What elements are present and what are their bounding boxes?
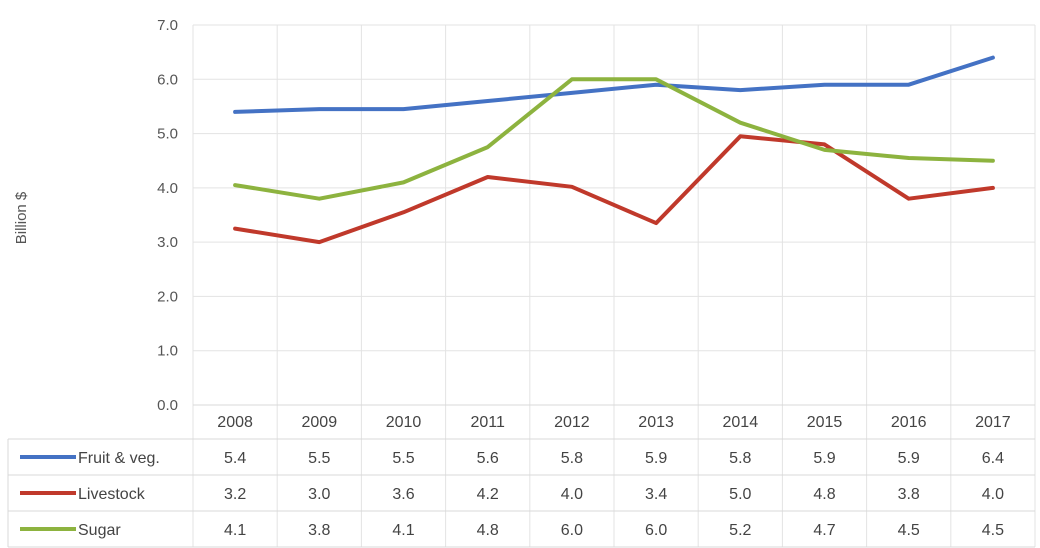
data-label: 4.1: [224, 522, 246, 539]
y-tick-label: 0.0: [157, 397, 178, 414]
y-tick-label: 3.0: [157, 234, 178, 251]
data-label: 5.2: [729, 522, 751, 539]
data-label: 6.0: [645, 522, 667, 539]
data-label: 3.8: [898, 486, 920, 503]
data-label: 4.5: [898, 522, 920, 539]
data-label: 5.5: [392, 450, 414, 467]
series-line: [233, 55, 995, 114]
series-line: [233, 77, 995, 201]
legend-label: Livestock: [78, 486, 146, 503]
data-label: 5.0: [729, 486, 751, 503]
y-tick-label: 7.0: [157, 17, 178, 34]
y-tick-label: 4.0: [157, 180, 178, 197]
data-label: 4.0: [982, 486, 1004, 503]
series-line: [233, 134, 995, 245]
data-label: 5.4: [224, 450, 246, 467]
data-label: 6.0: [561, 522, 583, 539]
y-tick-label: 2.0: [157, 288, 178, 305]
x-tick-label: 2008: [217, 414, 253, 431]
x-tick-label: 2013: [638, 414, 674, 431]
y-tick-label: 6.0: [157, 71, 178, 88]
data-label: 5.6: [477, 450, 499, 467]
data-label: 3.6: [392, 486, 414, 503]
data-label: 3.4: [645, 486, 667, 503]
grid: [192, 24, 1036, 547]
x-tick-label: 2012: [554, 414, 590, 431]
x-tick-label: 2011: [470, 414, 505, 431]
data-label: 5.8: [729, 450, 751, 467]
x-tick-label: 2015: [807, 414, 843, 431]
x-tick-label: 2016: [891, 414, 927, 431]
data-label: 6.4: [982, 450, 1004, 467]
data-label: 4.2: [477, 486, 499, 503]
data-label: 4.8: [477, 522, 499, 539]
legend-label: Fruit & veg.: [78, 450, 160, 467]
x-tick-label: 2014: [723, 414, 759, 431]
y-axis-title: Billion $: [13, 191, 30, 244]
legend-label: Sugar: [78, 522, 121, 539]
data-label: 3.0: [308, 486, 330, 503]
data-label: 5.9: [898, 450, 920, 467]
x-tick-label: 2010: [386, 414, 422, 431]
data-table: 2008 2009 2010 2011 2012 2013 2014 2015 2016 2017…: [7, 404, 1035, 548]
data-label: 5.9: [645, 450, 667, 467]
data-label: 5.5: [308, 450, 330, 467]
x-tick-label: 2017: [975, 414, 1011, 431]
data-label: 4.1: [392, 522, 414, 539]
data-label: 4.0: [561, 486, 583, 503]
y-tick-label: 5.0: [157, 126, 178, 143]
data-label: 3.2: [224, 486, 246, 503]
data-label: 4.8: [813, 486, 835, 503]
data-label: 5.9: [813, 450, 835, 467]
series-lines: [233, 55, 995, 245]
data-label: 3.8: [308, 522, 330, 539]
data-label: 4.5: [982, 522, 1004, 539]
data-label: 5.8: [561, 450, 583, 467]
x-tick-label: 2009: [302, 414, 338, 431]
data-label: 4.7: [813, 522, 835, 539]
y-tick-label: 1.0: [157, 343, 178, 360]
y-axis: 0.0 1.0 2.0 3.0 4.0 5.0 6.0 7.0: [157, 17, 178, 414]
